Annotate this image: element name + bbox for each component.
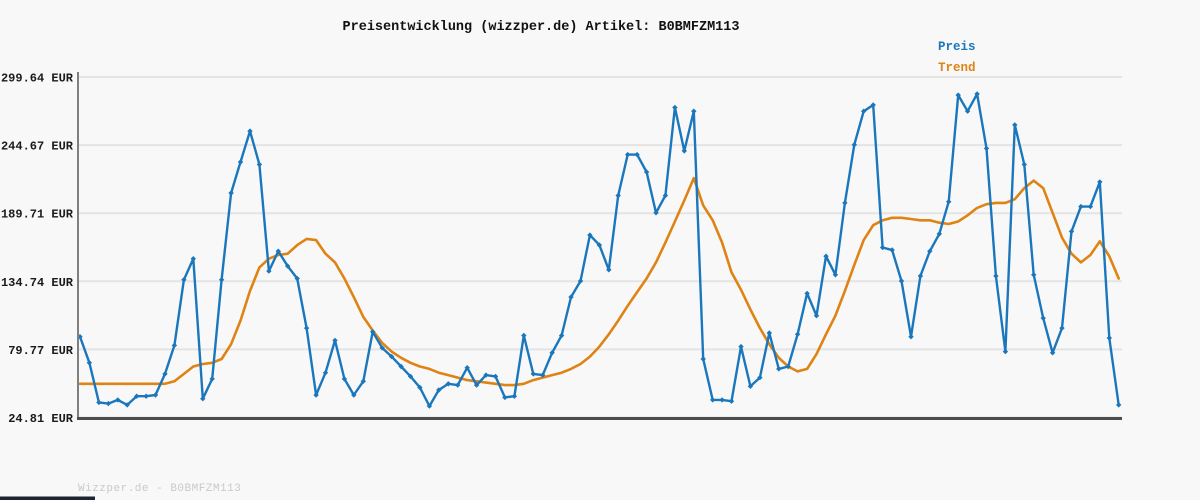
legend: Preis Trend	[938, 40, 976, 75]
legend-item-trend: Trend	[938, 61, 976, 75]
y-tick-label: 134.74 EUR	[1, 276, 74, 290]
y-tick-label: 24.81 EUR	[8, 412, 74, 426]
legend-item-preis: Preis	[938, 40, 976, 54]
y-tick-label: 189.71 EUR	[1, 208, 74, 222]
trend-line	[78, 176, 1120, 387]
page-title: Preisentwicklung (wizzper.de) Artikel: B…	[343, 20, 740, 35]
y-tick-label: 244.67 EUR	[1, 140, 74, 154]
bottom-left-corner-bar	[0, 496, 95, 500]
y-axis-labels: 299.64 EUR 244.67 EUR 189.71 EUR 134.74 EUR…	[1, 72, 74, 427]
watermark: Wizzper.de - B0BMFZM113	[78, 483, 241, 495]
y-tick-label: 79.77 EUR	[8, 344, 74, 358]
y-tick-label: 299.64 EUR	[1, 72, 74, 86]
